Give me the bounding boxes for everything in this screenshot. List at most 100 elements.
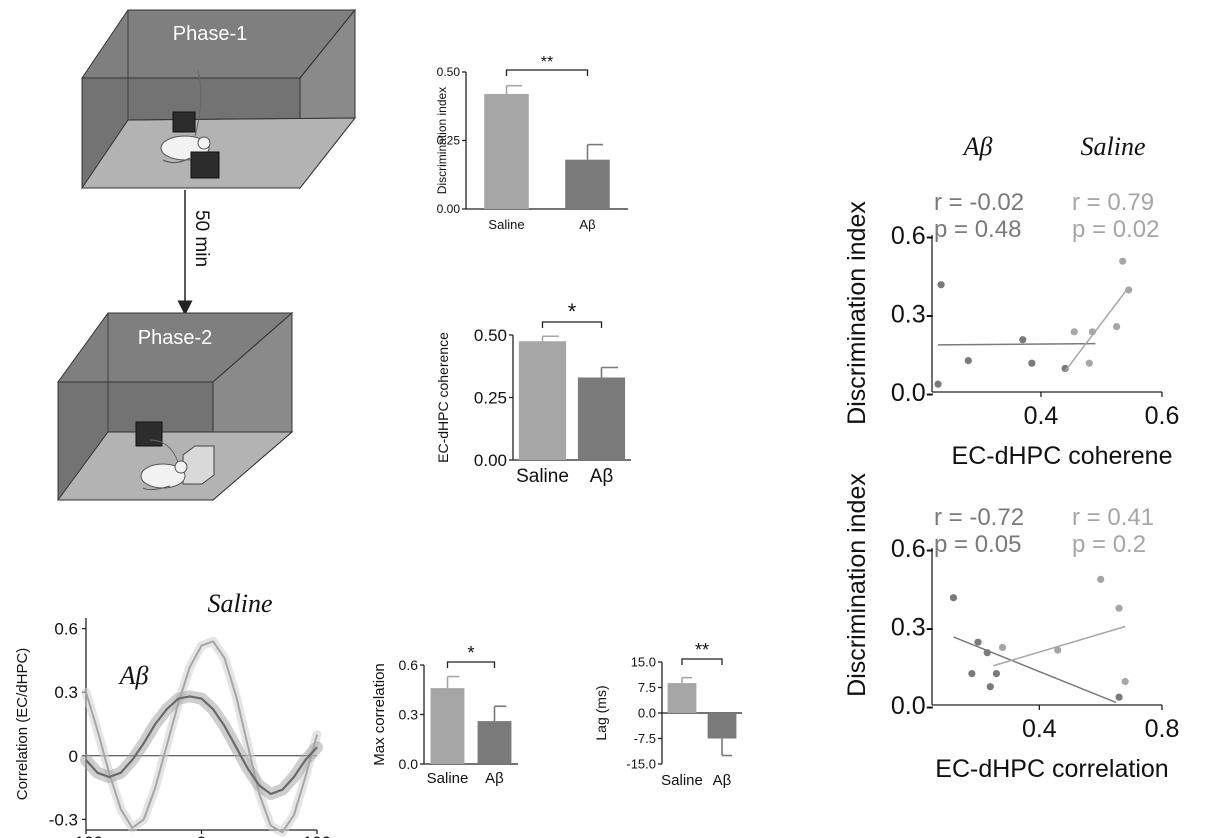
category-label: Saline [427, 770, 469, 787]
significance-label: * [467, 643, 474, 663]
stats-abeta: r = -0.72 [934, 504, 1024, 531]
bar-abeta [707, 713, 737, 739]
xcorr-saline-label: Saline [208, 589, 273, 618]
stats-saline: r = 0.41 [1072, 504, 1154, 531]
y-tick-label: 0.00 [437, 202, 461, 216]
point-abeta [1061, 364, 1069, 373]
point-abeta [949, 594, 958, 602]
x-tick-label: 100 [303, 833, 331, 838]
stats-saline: p = 0.2 [1072, 531, 1146, 558]
bar-saline [484, 93, 529, 209]
x-tick-label: 0.6 [1145, 402, 1180, 430]
y-axis-label: EC-dHPC coherence [435, 332, 451, 463]
y-tick-label: -7.5 [634, 731, 656, 746]
significance-bracket [541, 321, 603, 328]
fit-line-abeta [938, 342, 1096, 346]
point-abeta [964, 357, 972, 365]
y-tick-label: 0.50 [474, 326, 507, 345]
scatter-abeta-heading: Aβ [962, 132, 993, 161]
max-correlation-bar-chart: 0.0 0.3 0.6 Saline Aβ * Max correlation [371, 643, 518, 787]
significance-label: ** [541, 54, 553, 71]
point-saline [1085, 359, 1093, 367]
y-tick-label: 0.6 [399, 657, 419, 673]
category-label: Aβ [713, 772, 732, 789]
phase1-box: Phase-1 [81, 8, 357, 190]
x-tick-label: 0 [197, 833, 206, 838]
significance-bracket [681, 658, 723, 665]
y-tick-label: 0.25 [437, 134, 461, 148]
category-label: Saline [516, 466, 569, 487]
y-tick-label: 0.3- [891, 614, 934, 642]
y-tick-label: 0.3 [399, 706, 419, 722]
cross-correlation-chart: -0.3 0 0.3 0.6 -100 0 100 Correlation (EC/dHPC) [14, 618, 331, 838]
y-tick-label: 0.0- [891, 692, 934, 720]
category-label: Aβ [590, 466, 614, 487]
point-saline [1054, 646, 1062, 654]
fit-line-abeta [953, 636, 1117, 704]
significance-bracket [446, 661, 496, 668]
point-abeta [1028, 359, 1036, 367]
significance-label: * [568, 299, 577, 324]
point-saline [1097, 575, 1105, 584]
point-abeta [974, 638, 982, 646]
point-saline [1070, 328, 1078, 336]
scatter-coherence-chart: 0.0- 0.3- 0.6- 0.4 0.6 EC-dHPC coherene Discri… [843, 189, 1179, 470]
point-abeta [934, 380, 942, 388]
y-tick-label: -15.0 [626, 757, 656, 772]
point-saline [1119, 257, 1127, 265]
y-tick-label: 15.0 [631, 655, 656, 670]
y-tick-label: 0.0 [399, 756, 419, 772]
significance-label: ** [695, 640, 709, 660]
point-saline [1121, 677, 1129, 686]
point-saline [1125, 286, 1133, 294]
phase2-box: Phase-2 [57, 311, 294, 502]
x-tick-label: 0.4 [1022, 715, 1057, 743]
point-abeta [992, 670, 1001, 678]
phase1-label: Phase-1 [173, 23, 248, 45]
y-tick-label: 0.0- [891, 379, 934, 407]
point-abeta [1019, 336, 1027, 344]
series-band-abeta [80, 690, 323, 800]
stats-abeta: p = 0.48 [934, 216, 1021, 243]
y-axis-label: Discrimination index [843, 201, 871, 425]
x-tick-label: -100 [69, 833, 103, 838]
coherence-bar-chart: 0.00 0.25 0.50 Saline Aβ * EC-dHPC coherence [435, 299, 631, 487]
y-tick-label: 0.25 [474, 388, 507, 407]
bar-saline [667, 683, 697, 713]
point-saline [1115, 604, 1123, 612]
y-tick-label: 0.3- [891, 301, 934, 329]
y-axis-label: Discrimination index [843, 473, 871, 697]
phase2-label: Phase-2 [138, 327, 213, 349]
series-line-saline [85, 640, 318, 834]
category-label: Aβ [579, 217, 595, 232]
bar-abeta [477, 721, 512, 764]
bar-saline [518, 341, 567, 460]
y-axis-label: Max correlation [371, 663, 388, 766]
y-tick-label: 0.3 [54, 683, 78, 702]
stats-abeta: p = 0.05 [934, 531, 1021, 558]
x-axis-label: EC-dHPC coherene [952, 442, 1173, 470]
bar-saline [430, 688, 465, 764]
interval-label: 50 min [191, 210, 212, 267]
category-label: Saline [488, 217, 524, 232]
y-tick-label: 0.0 [638, 706, 656, 721]
y-tick-label: 7.5 [638, 680, 656, 695]
lag-bar-chart: 15.0 7.5 0.0 -7.5 -15.0 Saline Aβ ** Lag (ms) [593, 640, 742, 789]
point-saline [1113, 322, 1121, 331]
scatter-correlation-chart: 0.0- 0.3- 0.6- 0.4 0.8 EC-dHPC correlation Dis… [843, 473, 1179, 783]
point-abeta [986, 683, 994, 691]
x-tick-label: 0.4 [1024, 402, 1059, 430]
y-axis-label: Discrimination index [435, 87, 449, 194]
stats-saline: r = 0.79 [1072, 189, 1154, 216]
series-line-abeta [85, 695, 318, 796]
y-tick-label: 0 [69, 747, 78, 766]
stats-abeta: r = -0.02 [934, 189, 1024, 216]
stats-saline: p = 0.02 [1072, 216, 1159, 243]
bar-abeta [565, 159, 610, 209]
y-tick-label: 0.6- [891, 535, 934, 563]
y-tick-label: 0.6 [54, 620, 78, 639]
category-label: Saline [661, 772, 703, 789]
y-tick-label: 0.6- [891, 222, 934, 250]
fit-line-saline [1064, 286, 1130, 372]
